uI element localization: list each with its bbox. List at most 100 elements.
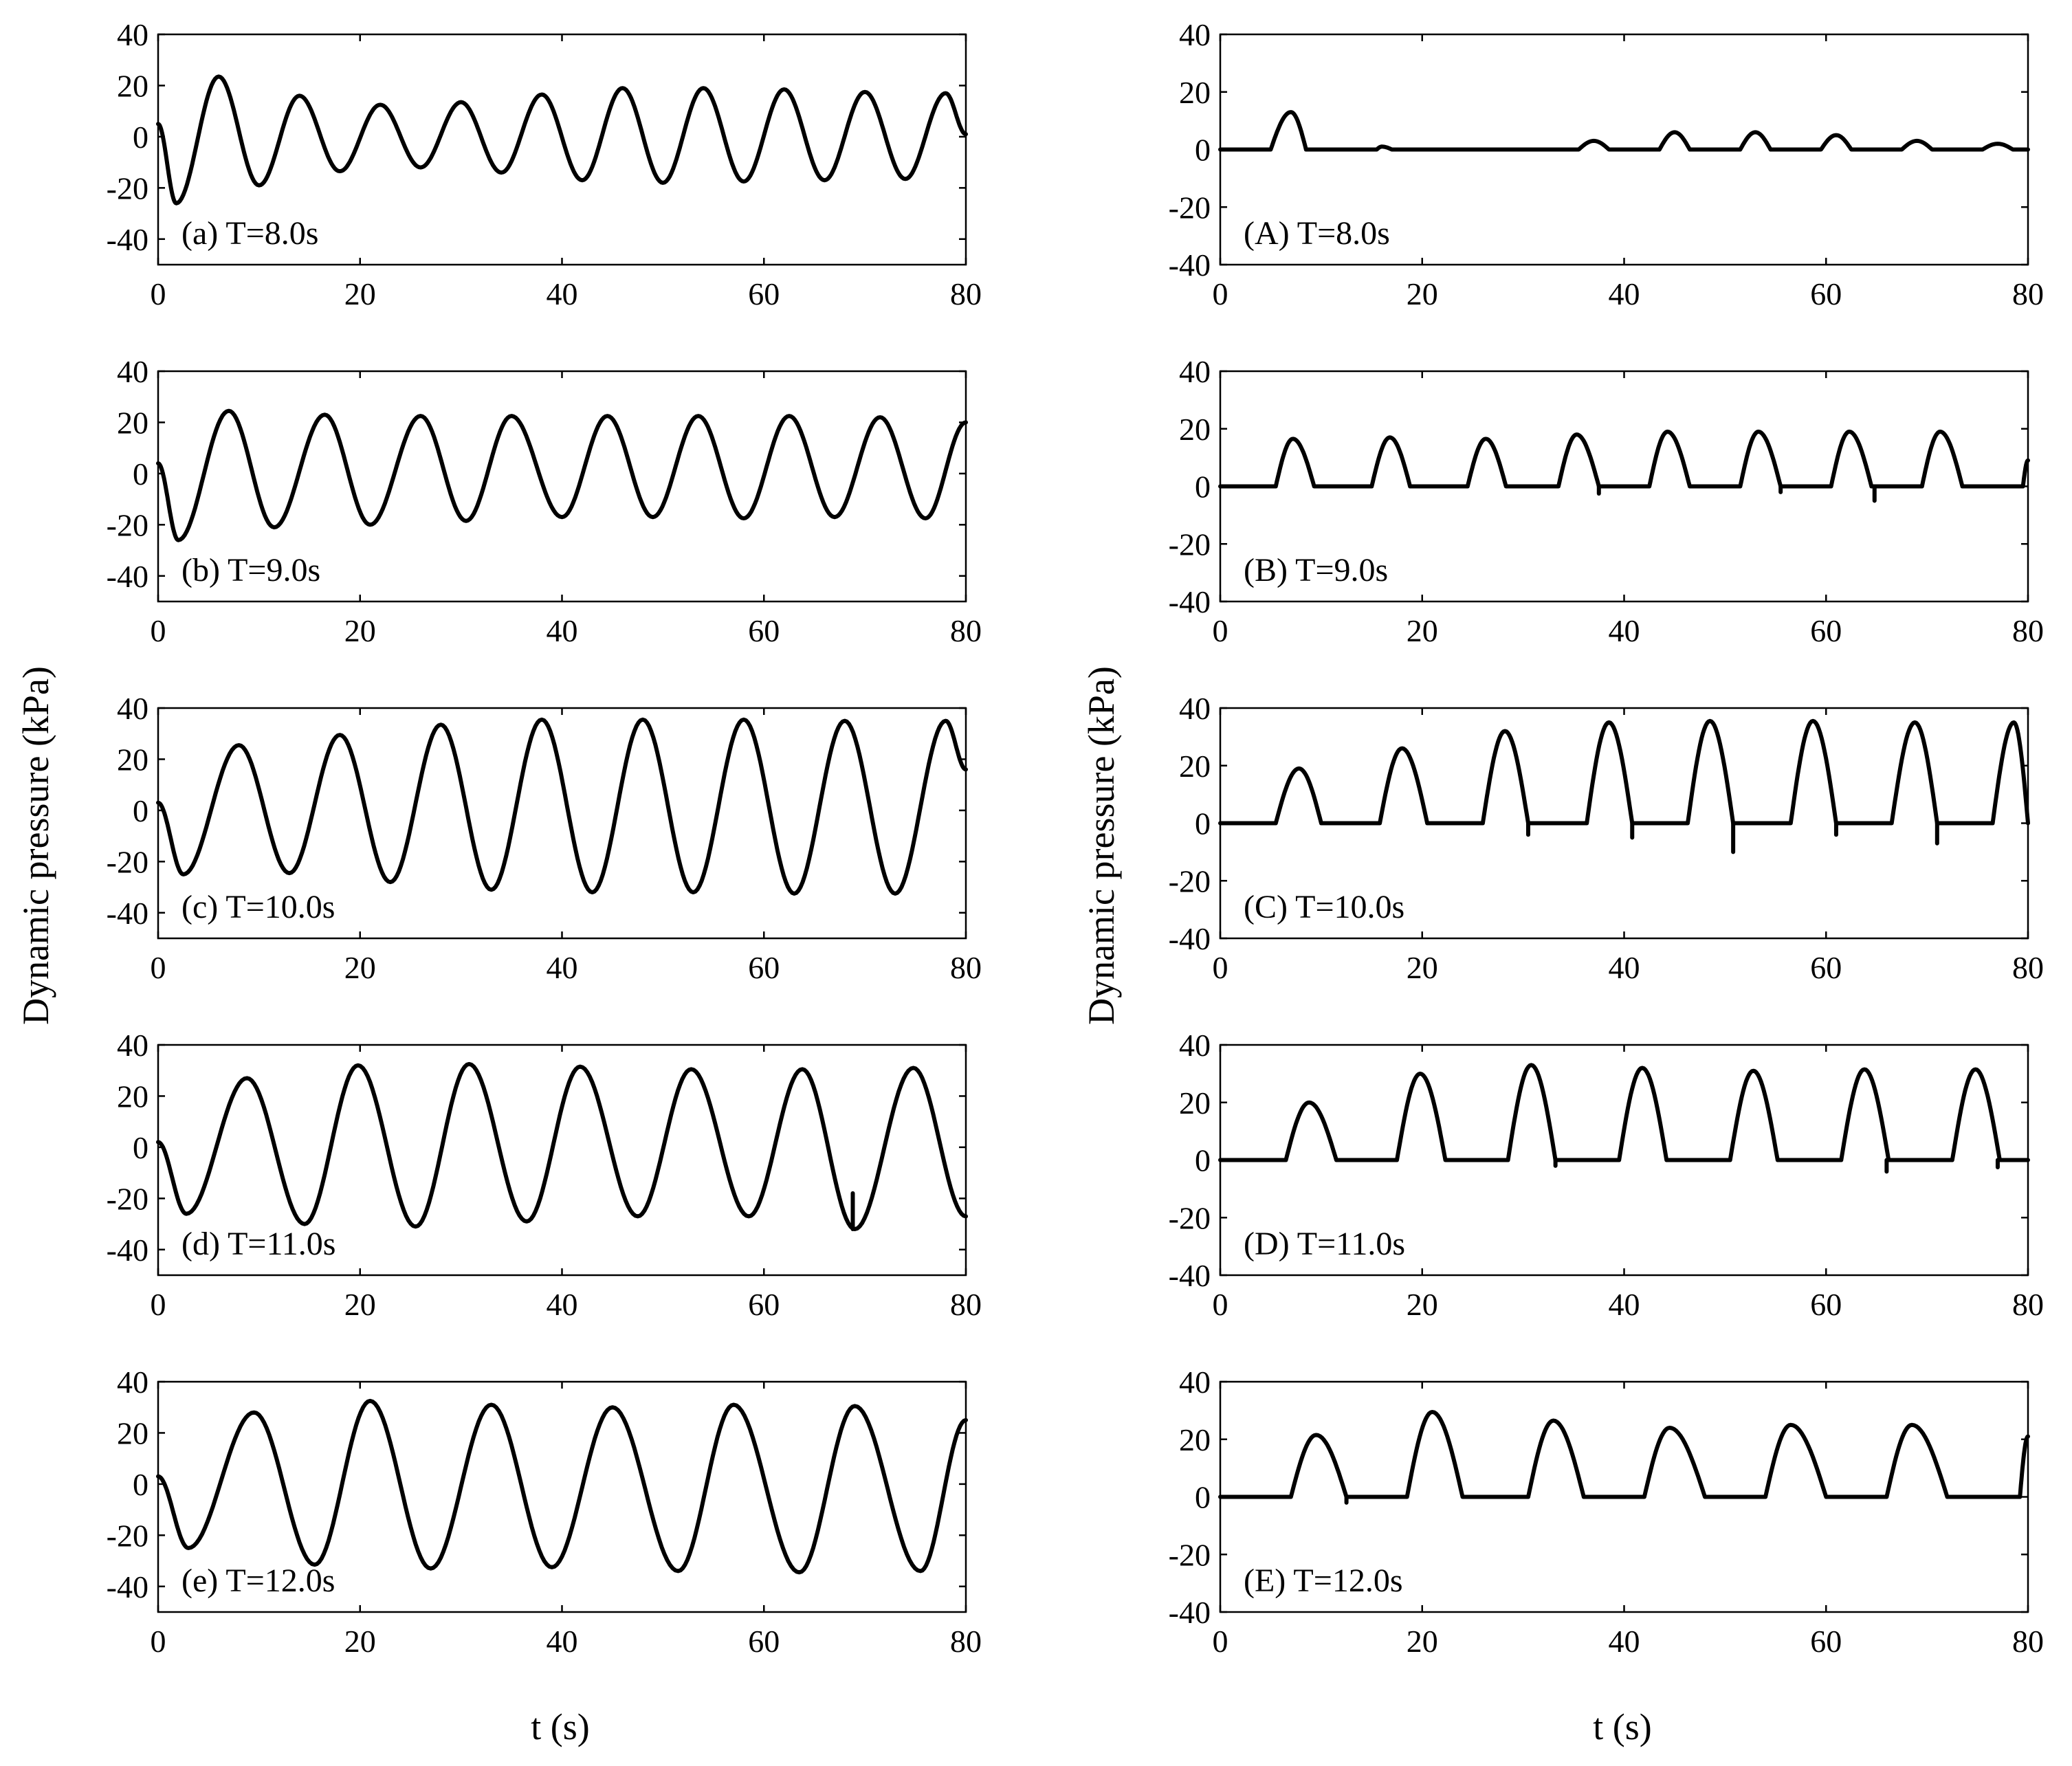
series-line xyxy=(156,408,968,542)
series-line xyxy=(1218,110,2030,152)
y-tick-label: 0 xyxy=(1195,470,1211,505)
plot-frame xyxy=(157,1044,967,1277)
y-tick-label: -20 xyxy=(107,1181,148,1216)
left-y-axis-label: Dynamic pressure (kPa) xyxy=(15,666,56,1025)
x-tick-label: 60 xyxy=(1810,1624,1842,1659)
series-line xyxy=(156,74,968,206)
y-tick-label: 40 xyxy=(1179,691,1211,726)
x-tick-label: 0 xyxy=(1213,613,1228,648)
y-tick-label: 20 xyxy=(117,68,148,103)
x-tick-label: 0 xyxy=(1213,276,1228,311)
x-tick-label: 20 xyxy=(1407,276,1438,311)
y-tick-label: 40 xyxy=(1179,1365,1211,1400)
x-tick-label: 80 xyxy=(2012,276,2044,311)
y-tick-label: 20 xyxy=(117,1415,148,1450)
y-tick-label: 40 xyxy=(1179,1028,1211,1063)
panel-label-C: (C) T=10.0s xyxy=(1244,889,1404,925)
y-tick-label: -40 xyxy=(107,1233,148,1268)
plot-frame xyxy=(157,707,967,940)
y-tick-label: -40 xyxy=(107,1569,148,1604)
x-tick-label: 60 xyxy=(748,1287,780,1322)
x-tick-label: 40 xyxy=(1609,613,1640,648)
plot-frame xyxy=(157,1380,967,1613)
y-tick-label: 0 xyxy=(1195,133,1211,168)
plot-frame xyxy=(157,370,967,603)
panel-label-D: (D) T=11.0s xyxy=(1244,1226,1405,1262)
y-tick-label: 20 xyxy=(1179,749,1211,784)
y-tick-label: 0 xyxy=(133,793,148,828)
y-tick-label: 20 xyxy=(1179,1422,1211,1457)
panel-label-B: (B) T=9.0s xyxy=(1244,552,1388,588)
y-tick-label: 0 xyxy=(133,120,148,155)
x-tick-label: 20 xyxy=(1407,950,1438,985)
y-tick-label: -40 xyxy=(107,559,148,594)
y-tick-label: -40 xyxy=(1169,1595,1211,1630)
chart-panel-c: 0 20 40 60 80 -40 -20 0 20 40 (c) T=10.0s xyxy=(107,691,982,985)
series-line xyxy=(156,1398,968,1575)
series-line xyxy=(1218,1410,2030,1499)
x-tick-label: 60 xyxy=(748,276,780,311)
x-tick-label: 0 xyxy=(151,950,166,985)
series-line xyxy=(1218,1063,2030,1162)
x-tick-label: 60 xyxy=(1810,1287,1842,1322)
chart-panel-E: 0 20 40 60 80 -40 -20 0 20 40 (E) T=12.0s xyxy=(1169,1365,2044,1659)
x-tick-label: 20 xyxy=(344,950,376,985)
y-tick-label: 0 xyxy=(133,1130,148,1165)
x-tick-label: 40 xyxy=(547,1287,578,1322)
x-tick-label: 0 xyxy=(151,276,166,311)
plot-frame xyxy=(1219,707,2029,940)
y-tick-label: 0 xyxy=(133,1467,148,1502)
panel-label-d: (d) T=11.0s xyxy=(181,1226,335,1262)
x-tick-label: 0 xyxy=(151,613,166,648)
x-tick-label: 80 xyxy=(950,1624,982,1659)
x-tick-label: 60 xyxy=(1810,613,1842,648)
series-line xyxy=(1218,429,2030,489)
y-tick-label: -20 xyxy=(107,170,148,206)
x-tick-label: 80 xyxy=(2012,1624,2044,1659)
y-tick-label: -40 xyxy=(1169,921,1211,956)
y-tick-label: -40 xyxy=(1169,247,1211,283)
panel-label-b: (b) T=9.0s xyxy=(181,552,320,588)
y-tick-label: -20 xyxy=(1169,527,1211,562)
y-tick-label: 40 xyxy=(117,1028,148,1063)
series-line xyxy=(1218,718,2030,826)
plot-frame xyxy=(1219,33,2029,266)
chart-panel-b: 0 20 40 60 80 -40 -20 0 20 40 (b) T=9.0s xyxy=(107,354,982,648)
x-tick-label: 80 xyxy=(950,1287,982,1322)
x-tick-label: 80 xyxy=(950,276,982,311)
series-line xyxy=(156,717,968,896)
chart-panel-D: 0 20 40 60 80 -40 -20 0 20 40 (D) T=11.0s xyxy=(1169,1028,2044,1322)
x-tick-label: 20 xyxy=(344,1287,376,1322)
plot-frame xyxy=(1219,1380,2029,1613)
y-tick-label: -20 xyxy=(107,844,148,879)
x-tick-label: 0 xyxy=(151,1624,166,1659)
right-y-axis-label: Dynamic pressure (kPa) xyxy=(1081,666,1122,1025)
y-tick-label: 40 xyxy=(117,354,148,389)
x-tick-label: 40 xyxy=(547,1624,578,1659)
y-tick-label: 20 xyxy=(1179,412,1211,447)
x-tick-label: 60 xyxy=(748,950,780,985)
x-tick-label: 80 xyxy=(950,950,982,985)
y-tick-label: 0 xyxy=(1195,1480,1211,1515)
y-tick-label: -20 xyxy=(107,507,148,542)
x-tick-label: 60 xyxy=(1810,950,1842,985)
y-tick-label: 20 xyxy=(117,1079,148,1114)
panel-label-e: (e) T=12.0s xyxy=(181,1563,335,1599)
x-tick-label: 40 xyxy=(547,613,578,648)
y-tick-label: 40 xyxy=(117,17,148,52)
y-tick-label: -20 xyxy=(1169,863,1211,898)
chart-panel-A: 0 20 40 60 80 -40 -20 0 20 40 (A) T=8.0s xyxy=(1169,17,2044,311)
x-tick-label: 0 xyxy=(151,1287,166,1322)
panel-label-c: (c) T=10.0s xyxy=(181,889,335,925)
y-tick-label: -20 xyxy=(1169,190,1211,225)
chart-panel-B: 0 20 40 60 80 -40 -20 0 20 40 (B) T=9.0s xyxy=(1169,354,2044,648)
x-tick-label: 40 xyxy=(547,950,578,985)
y-tick-label: 20 xyxy=(117,405,148,440)
x-tick-label: 20 xyxy=(1407,1287,1438,1322)
y-tick-label: -40 xyxy=(1169,1258,1211,1293)
panel-label-E: (E) T=12.0s xyxy=(1244,1563,1403,1599)
plot-frame xyxy=(157,33,967,266)
panel-label-a: (a) T=8.0s xyxy=(181,215,318,252)
chart-panel-e: 0 20 40 60 80 -40 -20 0 20 40 (e) T=12.0s xyxy=(107,1365,982,1659)
